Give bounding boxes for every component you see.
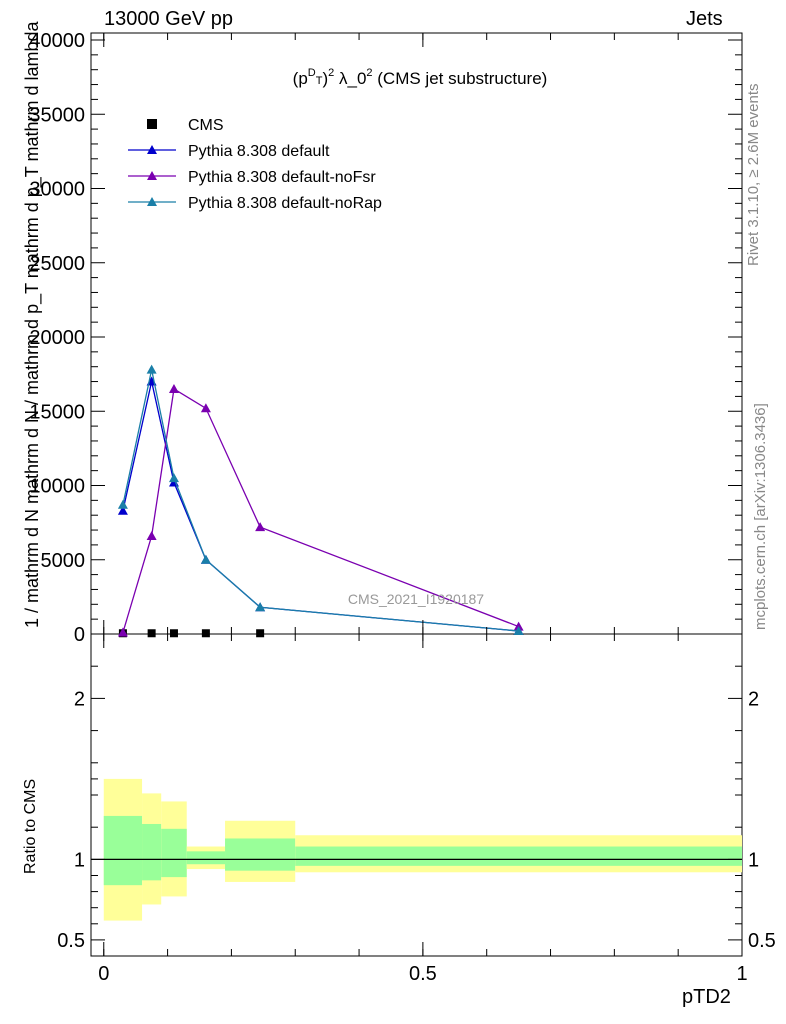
- ratio-band-inner: [186, 851, 226, 865]
- legend-label: CMS: [188, 117, 224, 134]
- ratio-ytick-label-right: 1: [748, 849, 759, 871]
- x-axis-label: pTD2: [682, 986, 731, 1008]
- ratio-band-inner: [161, 828, 187, 878]
- data-point-pythia-8-308-default-norap: [117, 499, 128, 509]
- jets-label: Jets: [686, 8, 723, 30]
- ratio-band-inner: [103, 815, 143, 886]
- ratio-band-inner: [225, 838, 296, 871]
- ratio-ytick-label-right: 2: [748, 688, 759, 710]
- data-point-cms: [169, 629, 178, 638]
- main-ytick-label: 0: [74, 624, 85, 646]
- data-point-pythia-8-308-default: [117, 505, 128, 515]
- data-point-pythia-8-308-default-nofsr: [255, 522, 266, 532]
- legend-label: Pythia 8.308 default-noFsr: [188, 169, 376, 186]
- legend-marker-triangle: [147, 197, 157, 206]
- main-ytick-label: 5000: [41, 550, 86, 572]
- chart-title: (pDT)2 λ_02 (CMS jet substructure): [293, 67, 548, 88]
- ratio-xtick-label: 0.5: [409, 963, 437, 985]
- rivet-version-label: Rivet 3.1.10, ≥ 2.6M events: [745, 83, 762, 267]
- watermark: CMS_2021_I1920187: [348, 591, 484, 607]
- data-point-pythia-8-308-default-nofsr: [117, 627, 128, 637]
- ratio-axis-label: Ratio to CMS: [22, 778, 39, 874]
- ratio-plot-frame: [90, 633, 743, 957]
- legend-label: Pythia 8.308 default-noRap: [188, 195, 382, 212]
- y-axis-label: 1 / mathrm d N mathrm d N / mathrm d p_T…: [22, 21, 42, 628]
- legend-label: Pythia 8.308 default: [188, 143, 330, 160]
- ratio-xtick-label: 0: [98, 963, 109, 985]
- ratio-ytick-label-right: 0.5: [748, 930, 776, 952]
- legend-marker-triangle: [147, 145, 157, 154]
- series-line-pythia-8-308-default-nofsr: [122, 387, 519, 633]
- data-point-pythia-8-308-default-norap: [168, 473, 179, 483]
- main-ytick-label: 25000: [29, 253, 85, 275]
- series-line-pythia-8-308-default-norap: [122, 369, 519, 632]
- data-point-pythia-8-308-default-norap: [146, 364, 157, 374]
- main-ytick-label: 40000: [29, 30, 85, 52]
- ratio-ytick-label-left: 1: [74, 849, 85, 871]
- mcplots-label: mcplots.cern.ch [arXiv:1306.3436]: [752, 403, 769, 630]
- data-point-pythia-8-308-default-nofsr: [168, 383, 179, 393]
- main-ytick-label: 10000: [29, 476, 85, 498]
- ratio-band-inner: [142, 823, 162, 881]
- data-point-cms: [201, 629, 210, 638]
- data-point-pythia-8-308-default-nofsr: [146, 530, 157, 540]
- energy-label: 13000 GeV pp: [104, 8, 233, 30]
- data-point-pythia-8-308-default-nofsr: [200, 403, 211, 413]
- legend-marker-cms: [147, 119, 157, 129]
- ratio-band-inner: [295, 846, 742, 866]
- main-ytick-label: 15000: [29, 401, 85, 423]
- main-ytick-label: 35000: [29, 104, 85, 126]
- ratio-xtick-label: 1: [736, 963, 747, 985]
- legend-marker-triangle: [147, 171, 157, 180]
- data-point-pythia-8-308-default-norap: [513, 626, 524, 636]
- data-point-cms: [147, 629, 156, 638]
- ratio-ytick-label-left: 0.5: [57, 930, 85, 952]
- ratio-ytick-label-left: 2: [74, 688, 85, 710]
- data-point-cms: [256, 629, 265, 638]
- data-point-pythia-8-308-default-norap: [200, 554, 211, 564]
- main-ytick-label: 30000: [29, 179, 85, 201]
- data-point-pythia-8-308-default-norap: [255, 602, 266, 612]
- main-ytick-label: 20000: [29, 327, 85, 349]
